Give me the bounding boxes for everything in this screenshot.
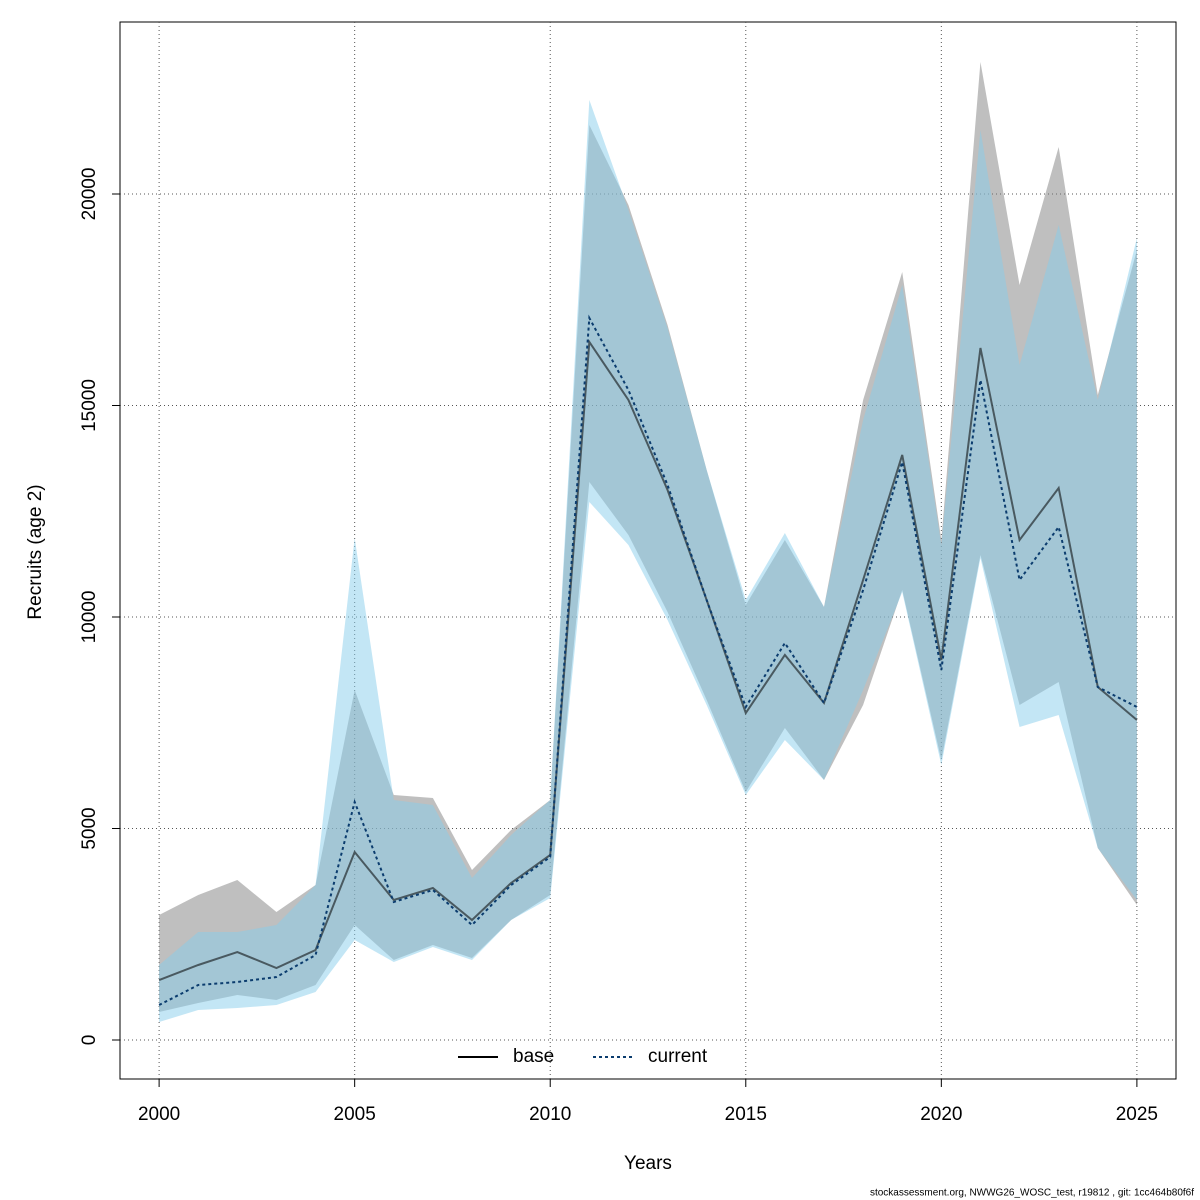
x-tick-label: 2025 <box>1116 1104 1158 1125</box>
line <box>158 339 1138 981</box>
footer: stockassessment.org, NWWG26_WOSC_test, r… <box>870 1188 1194 1199</box>
x-tick-label: 2015 <box>725 1104 767 1125</box>
line <box>158 314 1138 1006</box>
y-tick-label: 15000 <box>79 379 100 432</box>
x-tick-label: 2020 <box>920 1104 962 1125</box>
x-axis-label: Years <box>624 1153 672 1174</box>
x-tick-label: 2000 <box>138 1104 180 1125</box>
y-tick-label: 5000 <box>79 807 100 849</box>
y-axis-label: Recruits (age 2) <box>25 484 46 619</box>
x-tick-label: 2010 <box>529 1104 571 1125</box>
legend-label: current <box>648 1046 708 1067</box>
legend-label: base <box>513 1046 554 1067</box>
y-tick-label: 20000 <box>79 168 100 221</box>
y-tick-label: 10000 <box>79 591 100 644</box>
confidence-band <box>159 100 1137 1023</box>
plot-frame <box>119 21 1177 1080</box>
x-tick-label: 2005 <box>334 1104 376 1125</box>
y-tick-label: 0 <box>79 1035 100 1046</box>
